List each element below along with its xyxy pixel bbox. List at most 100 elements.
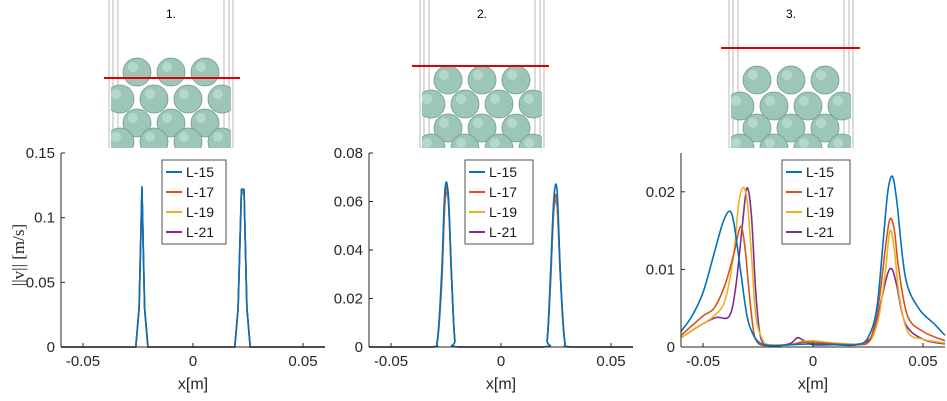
- legend-box: [781, 159, 851, 245]
- y-axis-label: ||v|| [m/s]: [9, 224, 28, 286]
- sphere-highlight: [456, 138, 466, 148]
- sphere-highlight: [422, 94, 432, 104]
- sphere: [518, 89, 542, 119]
- sphere: [484, 89, 514, 119]
- sphere: [111, 127, 135, 148]
- sphere-highlight: [179, 89, 189, 99]
- chart-panels: -0.05 0 0.05 0 0.05 0.1 0.15 x[m] L-15 L-17 L-19 L-…: [26, 145, 946, 393]
- chart-panel-3: -0.05 0 0.05 0 0.01 0.02 x[m] L-15 L-17 L-19 L-21: [646, 153, 946, 393]
- sphere-highlight: [422, 138, 432, 148]
- sphere: [501, 65, 531, 95]
- y-tick-label: 0.04: [334, 242, 363, 259]
- y-tick-label: 0.02: [646, 184, 675, 201]
- sphere-highlight: [111, 132, 121, 142]
- sphere-highlight: [799, 96, 809, 106]
- panel-label: 3.: [786, 7, 796, 21]
- sphere-highlight: [145, 132, 155, 142]
- y-tick-label: 0: [355, 339, 363, 356]
- sphere-highlight: [799, 138, 809, 148]
- sphere-highlight: [731, 96, 741, 106]
- sphere-highlight: [145, 89, 155, 99]
- sphere-highlight: [162, 113, 172, 123]
- sphere-highlight: [213, 89, 223, 99]
- sphere-highlight: [473, 118, 483, 128]
- sphere: [207, 84, 231, 114]
- legend-entry: L-19: [186, 204, 214, 220]
- y-tick-label: 0.1: [34, 210, 55, 227]
- x-axis-label: x[m]: [178, 376, 208, 393]
- sphere-highlight: [490, 138, 500, 148]
- series-line-L-15: [680, 175, 946, 347]
- legend-entry: L-21: [489, 224, 517, 240]
- sphere-highlight: [213, 132, 223, 142]
- x-axis-label: x[m]: [486, 376, 516, 393]
- sphere-highlight: [456, 94, 466, 104]
- sphere-highlight: [196, 113, 206, 123]
- sphere: [207, 127, 231, 148]
- y-tick-label: 0.06: [334, 194, 363, 211]
- x-tick-label: 0.05: [908, 353, 937, 370]
- sphere: [422, 89, 446, 119]
- legend: L-15 L-17 L-19 L-21: [781, 159, 851, 245]
- panel-label: 2.: [477, 7, 487, 21]
- y-tick-label: 0.08: [334, 145, 363, 162]
- sphere-highlight: [524, 94, 534, 104]
- legend-entry: L-17: [489, 184, 517, 200]
- sphere-highlight: [731, 138, 741, 148]
- y-tick-label: 0.05: [26, 274, 55, 291]
- sphere-highlight: [833, 96, 843, 106]
- sphere-highlight: [524, 138, 534, 148]
- x-axis-label: x[m]: [798, 376, 828, 393]
- legend: L-15 L-17 L-19 L-21: [464, 159, 534, 245]
- series-line-L-17: [680, 217, 946, 347]
- sphere-highlight: [748, 118, 758, 128]
- x-tick-label: 0: [189, 353, 197, 370]
- series-line-L-21: [680, 187, 946, 347]
- sphere: [450, 89, 480, 119]
- lattice-insets: 1. 2. 3.: [104, 0, 860, 148]
- sphere: [810, 65, 840, 95]
- sphere: [139, 127, 169, 148]
- legend-entry: L-15: [186, 164, 214, 180]
- sphere-highlight: [162, 62, 172, 72]
- sphere: [173, 84, 203, 114]
- chart-panel-1: -0.05 0 0.05 0 0.05 0.1 0.15 x[m] L-15L-17L-19L-…: [26, 145, 325, 393]
- sphere: [467, 65, 497, 95]
- sphere-highlight: [128, 62, 138, 72]
- sphere-highlight: [765, 96, 775, 106]
- sphere-highlight: [196, 62, 206, 72]
- x-tick-label: 0: [497, 353, 505, 370]
- sphere-highlight: [765, 138, 775, 148]
- sphere-highlight: [507, 70, 517, 80]
- sphere: [433, 65, 463, 95]
- sphere-highlight: [439, 70, 449, 80]
- x-tick-label: -0.05: [66, 353, 100, 370]
- sphere: [139, 84, 169, 114]
- x-tick-label: 0.05: [288, 353, 317, 370]
- sphere-highlight: [782, 118, 792, 128]
- lattice-inset-1: 1.: [104, 0, 240, 148]
- x-tick-label: -0.05: [374, 353, 408, 370]
- sphere-highlight: [782, 70, 792, 80]
- sphere: [190, 57, 220, 87]
- x-tick-label: 0: [809, 353, 817, 370]
- x-tick-label: 0.05: [596, 353, 625, 370]
- legend-entry: L-15: [489, 164, 517, 180]
- legend-entry: L-21: [806, 224, 834, 240]
- sphere: [776, 65, 806, 95]
- legend-entry: L-17: [806, 184, 834, 200]
- lattice-inset-2: 2.: [412, 0, 549, 148]
- y-tick-label: 0.15: [26, 145, 55, 162]
- y-tick-label: 0: [47, 339, 55, 356]
- sphere-highlight: [439, 118, 449, 128]
- legend-entry: L-19: [489, 204, 517, 220]
- sphere: [173, 127, 203, 148]
- chart-panel-2: -0.05 0 0.0500.020.040.060.08x[m]L-15L-17L…: [334, 145, 633, 393]
- sphere-highlight: [833, 138, 843, 148]
- sphere-highlight: [473, 70, 483, 80]
- sphere-highlight: [490, 94, 500, 104]
- y-tick-label: 0.01: [646, 261, 675, 278]
- legend-box: [161, 159, 227, 245]
- legend: L-15 L-17 L-19 L-21: [161, 159, 227, 245]
